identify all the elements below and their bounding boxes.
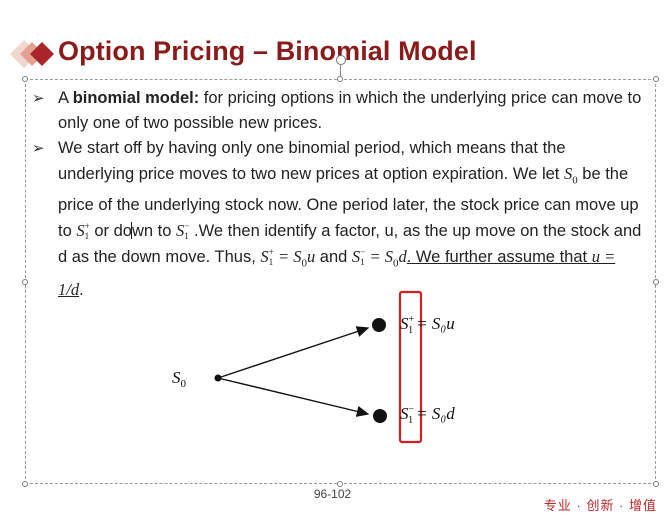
math-var: S	[76, 221, 85, 241]
start-label: S0	[172, 368, 187, 390]
slide-title[interactable]: Option Pricing – Binomial Model	[58, 36, 477, 66]
rotate-handle[interactable]	[336, 55, 346, 65]
resize-handle-bm[interactable]	[337, 481, 343, 487]
bullet-item-1: ➢ A binomial model: for pricing options …	[30, 86, 642, 136]
math-eq-down: S −1 = S0d	[351, 247, 407, 269]
rotate-handle-stem	[340, 64, 341, 80]
math-sub: 1	[360, 257, 365, 268]
math-s1-up: S +1	[76, 221, 90, 242]
arrow-bullet-icon: ➢	[32, 140, 45, 157]
math-sub: 0	[392, 257, 399, 270]
underlined-text: We further assume that	[415, 248, 592, 267]
bullet-item-2: ➢ We start off by having only one binomi…	[30, 136, 642, 303]
math-rhs: = S	[273, 247, 302, 267]
math-rhs: = S	[365, 247, 393, 267]
resize-handle-mr[interactable]	[653, 279, 659, 285]
down-node-label: S− 1 = S₀d	[400, 404, 455, 426]
math-sup: −	[184, 221, 190, 232]
arrow-bullet-icon: ➢	[32, 90, 45, 107]
math-sup: −	[360, 247, 366, 258]
up-node-label: S+ 1 = S₀u	[400, 314, 455, 336]
down-node	[373, 409, 387, 423]
text-cursor	[131, 222, 133, 240]
math-sub: 0	[301, 257, 307, 270]
diamond-logo-icon	[10, 40, 54, 68]
text: A	[58, 89, 73, 107]
math-s1-down: S −1	[176, 221, 190, 242]
text: .	[406, 248, 416, 267]
math-sub: 1	[84, 231, 90, 242]
brand-slogan: 专业 · 创新 · 增值	[543, 498, 657, 513]
up-node	[372, 318, 386, 332]
text: We start off by having only one binomial…	[58, 139, 566, 183]
page-number: 96-102	[313, 487, 352, 501]
text: for pricing options in which the underly…	[58, 89, 642, 132]
resize-handle-br[interactable]	[653, 481, 659, 487]
text: .We then identify a factor, u, as the up…	[58, 222, 642, 267]
math-var: d	[398, 247, 407, 267]
math-var: u	[306, 247, 316, 267]
text: or do	[89, 222, 132, 241]
bullet-list[interactable]: ➢ A binomial model: for pricing options …	[30, 86, 642, 303]
resize-handle-tm[interactable]	[337, 76, 343, 82]
math-var: S	[260, 247, 269, 267]
math-var: S	[563, 164, 573, 183]
math-assume: u = 1/d	[58, 247, 616, 299]
math-sub: 0	[572, 174, 578, 187]
highlight-box[interactable]	[398, 290, 423, 444]
text: be the price of the underlying stock now…	[58, 165, 639, 241]
math-var: S	[351, 247, 361, 267]
math-sub: 1	[268, 257, 274, 268]
up-branch-arrow	[217, 326, 370, 379]
math-sup: +	[268, 247, 274, 258]
math-sub: 1	[184, 231, 189, 242]
text: .	[79, 280, 84, 299]
math-var: S	[176, 221, 185, 241]
resize-handle-bl[interactable]	[22, 481, 28, 487]
bold-term: binomial model:	[72, 89, 200, 107]
text: and	[315, 248, 352, 267]
math-s0: S0	[563, 164, 578, 187]
resize-handle-tr[interactable]	[653, 76, 659, 82]
down-branch-arrow	[217, 377, 370, 417]
resize-handle-tl[interactable]	[22, 76, 28, 82]
binomial-tree-diagram: S0 S+ 1 = S₀u S− 1 = S₀d	[172, 290, 455, 444]
math-eq-up: S +1 = S0u	[260, 247, 316, 269]
resize-handle-ml[interactable]	[22, 279, 28, 285]
math-sup: +	[84, 221, 90, 232]
text: wn to	[131, 222, 177, 241]
